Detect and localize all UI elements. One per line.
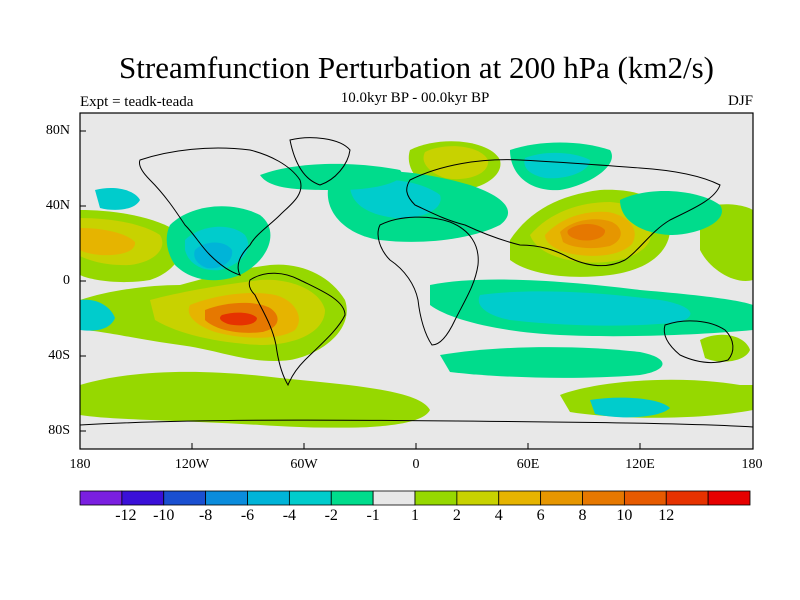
colorbar-label: -8 <box>198 507 213 524</box>
colorbar-swatch <box>414 490 458 506</box>
lon-tick-label: 180 <box>69 457 91 472</box>
lat-tick-label: 80N <box>45 123 70 138</box>
colorbar-swatch <box>372 490 416 506</box>
contour-neg-west-pacific <box>80 299 115 331</box>
contour-neg-arctic <box>260 163 402 190</box>
contour-8-south-pacific <box>220 312 257 326</box>
lon-tick-label: 60W <box>290 457 318 472</box>
colorbar-swatch <box>582 490 625 506</box>
contour-neg-mexico <box>194 242 233 269</box>
contour-2-north-atlantic <box>423 146 489 180</box>
lon-tick-label: 120E <box>625 457 655 472</box>
colorbar-swatch <box>121 490 165 506</box>
lat-tick-label: 40S <box>48 348 70 363</box>
contour-fields <box>80 141 753 449</box>
colorbar-swatch <box>79 490 123 506</box>
colorbar-label: 4 <box>494 507 503 524</box>
coast-north-america <box>139 147 302 276</box>
contour-4-north-pacific <box>80 228 136 256</box>
colorbar-swatch <box>623 490 667 506</box>
colorbar-label: -12 <box>115 507 137 524</box>
lat-tick-label: 0 <box>63 273 70 288</box>
colorbar-label: -1 <box>366 507 380 524</box>
contour-neg-southern-ocean <box>590 397 670 418</box>
contour-positive-southern-ocean <box>80 371 430 428</box>
contour-neg-europe <box>350 179 441 219</box>
colorbar-swatch <box>288 490 332 506</box>
colorbar-swatch <box>205 490 248 506</box>
coastlines <box>80 137 753 428</box>
colorbar-swatch <box>540 490 583 506</box>
colorbar-label: 2 <box>452 507 461 524</box>
colorbar-label: -4 <box>282 507 297 524</box>
lon-tick-label: 0 <box>412 457 420 472</box>
coast-africa <box>377 216 479 346</box>
contour-neg-siberia-inner <box>524 152 590 179</box>
colorbar-swatch <box>456 490 500 506</box>
colorbar-label: -2 <box>324 507 338 524</box>
colorbar-swatch <box>163 490 207 506</box>
period-label: 10.0kyr BP - 00.0kyr BP <box>340 90 490 106</box>
colorbar <box>79 490 751 506</box>
colorbar-label: 1 <box>411 507 419 524</box>
colorbar-swatch <box>707 490 751 506</box>
colorbar-label: 10 <box>616 507 633 524</box>
contour-neg-central-pacific <box>95 188 140 210</box>
coast-south-america <box>248 272 346 387</box>
coast-antarctica <box>80 419 753 428</box>
colorbar-swatch <box>247 490 290 506</box>
lon-tick-label: 60E <box>516 457 540 472</box>
contour-neg-tropical-inner <box>478 291 691 326</box>
experiment-label: Expt = teadk-teada <box>80 94 194 110</box>
coast-greenland <box>289 137 351 186</box>
coast-eurasia <box>406 159 721 267</box>
colorbar-label: -6 <box>240 507 255 524</box>
contour-8-asia <box>567 224 606 241</box>
colorbar-label: 6 <box>536 507 545 524</box>
lat-tick-label: 80S <box>48 423 70 438</box>
lon-tick-label: 180 <box>741 457 763 472</box>
lon-tick-label: 120W <box>174 457 210 472</box>
contour-neg-antarctic <box>80 427 753 449</box>
contour-neg-north-pacific <box>620 190 722 235</box>
colorbar-label: 12 <box>658 507 675 524</box>
season-label: DJF <box>727 93 753 109</box>
contour-neg-southern-band <box>440 347 663 378</box>
map-title: Streamfunction Perturbation at 200 hPa (… <box>119 50 714 85</box>
axis-ticks <box>79 130 754 449</box>
colorbar-label: 8 <box>578 507 587 524</box>
lat-tick-label: 40N <box>45 198 70 213</box>
colorbar-swatch <box>330 490 374 506</box>
colorbar-swatch <box>498 490 542 506</box>
colorbar-label: -10 <box>153 507 175 524</box>
coast-australia <box>663 320 734 363</box>
colorbar-swatch <box>665 490 709 506</box>
contour-positive-australia-east <box>700 334 750 362</box>
